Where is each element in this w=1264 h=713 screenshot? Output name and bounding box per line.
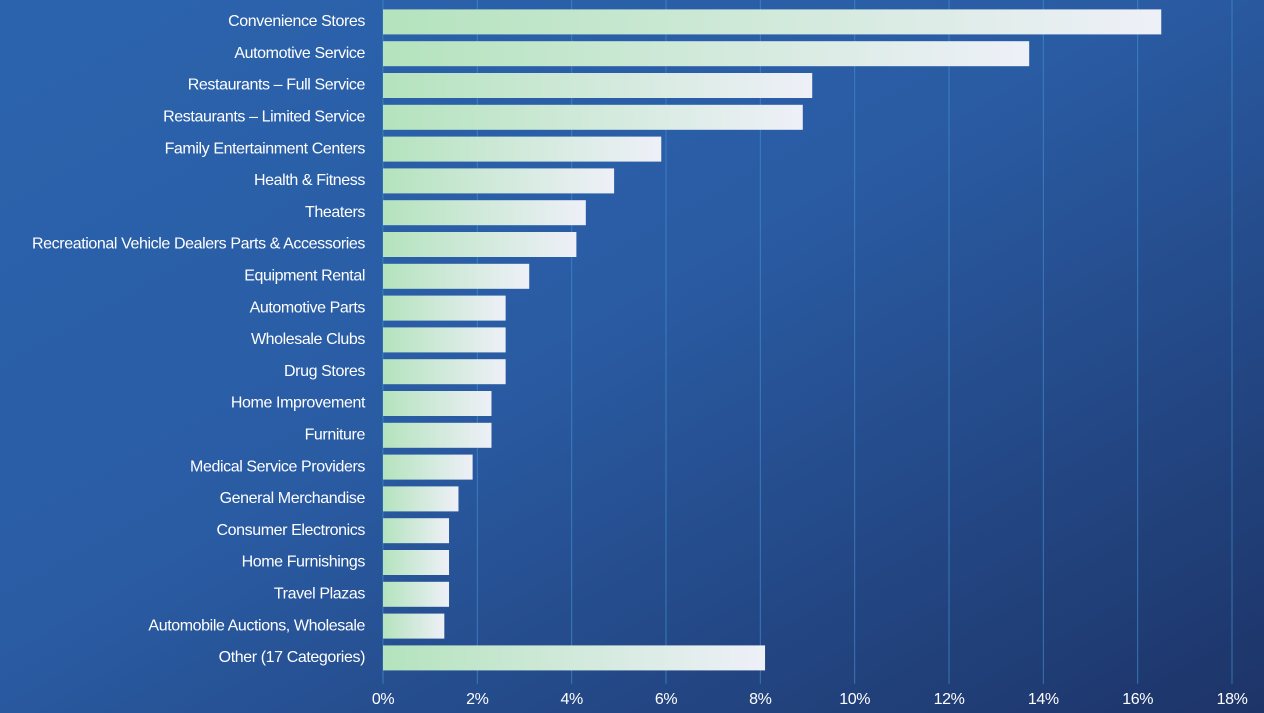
x-tick-label: 2% [466, 691, 488, 708]
bar [383, 73, 813, 98]
y-tick-label: Theaters [305, 204, 365, 221]
y-tick-label: Travel Plazas [274, 586, 366, 603]
bar [383, 232, 577, 257]
bar [383, 168, 615, 194]
x-tick-label: 8% [749, 691, 771, 708]
x-tick-label: 4% [561, 691, 583, 708]
y-tick-label: Equipment Rental [244, 268, 365, 285]
bar [383, 9, 1162, 35]
bar [383, 613, 445, 639]
x-tick-label: 6% [655, 691, 677, 708]
y-tick-label: Medical Service Providers [190, 458, 365, 475]
y-tick-label: Home Furnishings [242, 554, 366, 571]
x-tick-label: 10% [839, 691, 870, 708]
x-tick-label: 12% [934, 691, 965, 708]
y-tick-label: Wholesale Clubs [251, 331, 365, 348]
y-tick-label: Automobile Auctions, Wholesale [148, 617, 365, 634]
y-tick-label: Automotive Service [234, 45, 365, 62]
bar [383, 136, 662, 162]
y-tick-label: Furniture [305, 427, 366, 444]
bar [383, 104, 803, 130]
x-tick-label: 0% [372, 691, 394, 708]
bar [383, 518, 450, 544]
y-tick-label: Other (17 Categories) [219, 649, 365, 666]
x-tick-label: 14% [1028, 691, 1059, 708]
bar [383, 422, 492, 448]
bar [383, 454, 473, 480]
y-tick-label: Restaurants – Limited Service [163, 109, 365, 126]
y-tick-label: Consumer Electronics [216, 522, 365, 539]
x-tick-label: 16% [1122, 691, 1153, 708]
y-tick-label: Home Improvement [231, 395, 366, 412]
x-tick-label: 18% [1217, 691, 1248, 708]
bar [383, 200, 586, 226]
y-tick-label: Drug Stores [284, 363, 365, 380]
y-tick-label: Restaurants – Full Service [188, 77, 366, 94]
bar [383, 550, 450, 575]
bar [383, 295, 506, 321]
bar [383, 391, 492, 416]
y-tick-label: Convenience Stores [228, 13, 365, 30]
bar [383, 41, 1030, 67]
y-tick-label: Health & Fitness [254, 172, 365, 189]
y-tick-label: General Merchandise [220, 490, 366, 507]
bar [383, 645, 766, 671]
bar [383, 263, 530, 289]
y-tick-label: Recreational Vehicle Dealers Parts & Acc… [32, 236, 365, 253]
y-tick-label: Automotive Parts [250, 299, 366, 316]
bar [383, 327, 506, 353]
bar [383, 359, 506, 385]
bar [383, 486, 459, 512]
bar [383, 581, 450, 607]
y-tick-label: Family Entertainment Centers [165, 140, 366, 157]
